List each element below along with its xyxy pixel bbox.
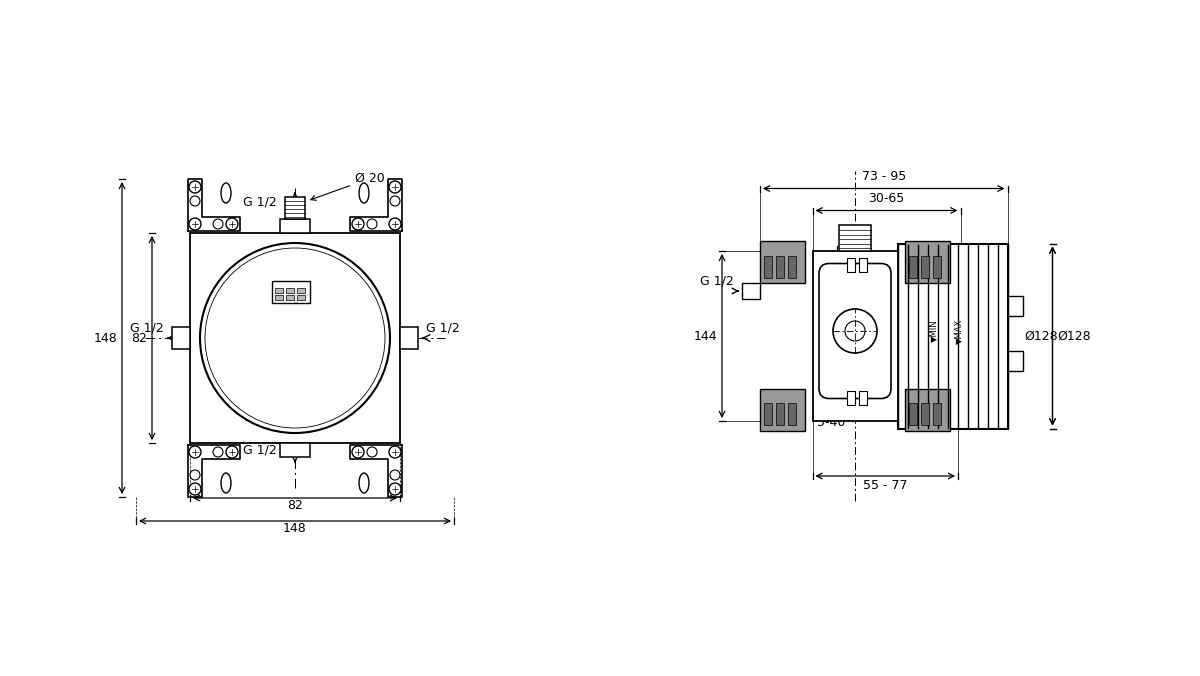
FancyBboxPatch shape	[818, 264, 890, 398]
Ellipse shape	[221, 473, 230, 493]
Ellipse shape	[359, 473, 370, 493]
Bar	[298, 288, 305, 293]
Bar	[764, 256, 772, 278]
Circle shape	[226, 218, 238, 230]
Circle shape	[367, 219, 377, 229]
Bar	[839, 225, 871, 251]
Bar	[1008, 351, 1022, 371]
Bar	[934, 256, 941, 278]
Circle shape	[352, 218, 364, 230]
Text: G 1/2: G 1/2	[426, 322, 460, 335]
Text: 82: 82	[287, 499, 302, 512]
Polygon shape	[350, 445, 402, 497]
Bar	[400, 327, 418, 349]
Text: G 1/2: G 1/2	[244, 443, 277, 456]
Bar	[275, 288, 283, 293]
Polygon shape	[188, 179, 240, 231]
Text: 30-65: 30-65	[869, 191, 905, 205]
Bar	[1008, 296, 1022, 316]
Circle shape	[190, 196, 200, 206]
Text: 73 - 95: 73 - 95	[862, 170, 906, 183]
Text: G 1/2: G 1/2	[131, 322, 164, 335]
Circle shape	[845, 321, 865, 341]
Circle shape	[190, 483, 202, 495]
Bar	[859, 391, 866, 404]
Bar	[764, 403, 772, 425]
Bar	[286, 197, 305, 219]
Text: Ø 20: Ø 20	[311, 172, 385, 200]
Text: 5-40: 5-40	[817, 416, 846, 429]
Text: 148: 148	[94, 331, 118, 345]
Bar	[190, 233, 400, 443]
Circle shape	[190, 181, 202, 193]
Text: G 1/2: G 1/2	[244, 195, 277, 208]
Text: 55 - 77: 55 - 77	[863, 479, 907, 492]
Text: Ø128: Ø128	[1057, 329, 1091, 343]
Circle shape	[214, 447, 223, 457]
Bar	[298, 295, 305, 300]
Text: 144: 144	[694, 329, 718, 343]
Bar	[910, 403, 917, 425]
Bar	[788, 256, 796, 278]
Bar	[847, 258, 854, 272]
Circle shape	[833, 309, 877, 353]
Circle shape	[200, 243, 390, 433]
Bar	[172, 327, 190, 349]
Circle shape	[389, 446, 401, 458]
Circle shape	[389, 181, 401, 193]
Bar	[760, 241, 805, 283]
Bar	[280, 443, 310, 457]
Circle shape	[226, 446, 238, 458]
Circle shape	[190, 218, 202, 230]
Text: 82: 82	[131, 331, 148, 345]
Circle shape	[389, 483, 401, 495]
Text: ▼MIN: ▼MIN	[929, 320, 938, 342]
Circle shape	[367, 447, 377, 457]
Bar	[286, 295, 294, 300]
Bar	[280, 219, 310, 233]
Text: G 1/2: G 1/2	[701, 274, 734, 287]
Circle shape	[390, 470, 400, 480]
Bar	[812, 251, 898, 421]
Bar	[776, 256, 784, 278]
Bar	[898, 243, 1008, 429]
Polygon shape	[350, 179, 402, 231]
Text: ▼MAX: ▼MAX	[954, 318, 962, 343]
Bar	[272, 281, 310, 303]
Bar	[910, 256, 917, 278]
Bar	[905, 241, 950, 283]
Text: 18: 18	[840, 231, 856, 243]
Bar	[859, 258, 866, 272]
Circle shape	[190, 446, 202, 458]
Polygon shape	[188, 445, 240, 497]
Bar	[905, 389, 950, 431]
Circle shape	[390, 196, 400, 206]
Bar	[788, 403, 796, 425]
Bar	[934, 403, 941, 425]
Circle shape	[352, 446, 364, 458]
Text: 148: 148	[283, 522, 307, 535]
Bar	[286, 288, 294, 293]
Bar	[742, 283, 760, 299]
Circle shape	[190, 470, 200, 480]
Text: Ø128: Ø128	[1024, 329, 1057, 343]
Bar	[760, 389, 805, 431]
Circle shape	[389, 218, 401, 230]
Bar	[922, 403, 929, 425]
Bar	[275, 295, 283, 300]
Ellipse shape	[221, 183, 230, 203]
Bar	[847, 391, 854, 404]
Bar	[922, 256, 929, 278]
Circle shape	[214, 219, 223, 229]
Ellipse shape	[359, 183, 370, 203]
Bar	[776, 403, 784, 425]
